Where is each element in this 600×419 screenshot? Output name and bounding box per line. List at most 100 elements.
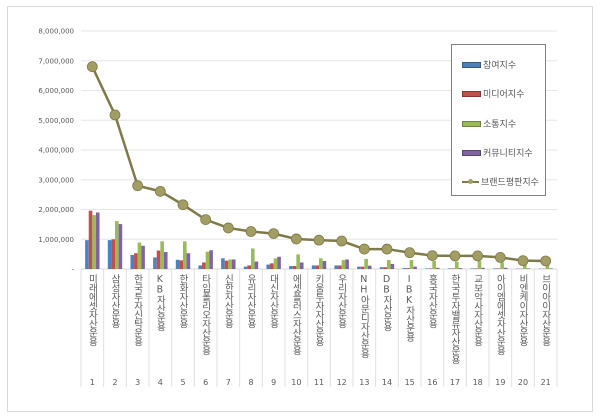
legend-label: 브랜드평판지수	[481, 178, 539, 188]
brand-point-18	[472, 250, 484, 262]
bar-3-4	[160, 241, 164, 269]
category-label: 한국투자신탁운용	[131, 274, 143, 346]
legend-item-communication: 소통지수	[462, 117, 516, 130]
category-label: 흥국자산운용	[426, 274, 438, 328]
brand-point-21	[540, 255, 552, 267]
brand-point-4	[154, 185, 166, 197]
brand-point-10	[290, 233, 302, 245]
brand-point-12	[336, 235, 348, 247]
bar-2-13	[360, 266, 365, 269]
bar-4-19	[503, 267, 508, 269]
bar-4-8	[254, 261, 259, 269]
bar-3-13	[364, 258, 368, 269]
bar-4-16	[435, 267, 440, 269]
bar-1-12	[334, 265, 339, 269]
bar-3-5	[183, 241, 187, 269]
category-number: 6	[203, 378, 208, 387]
bar-4-20	[526, 268, 531, 269]
bar-3-1	[92, 215, 96, 269]
bar-1-14	[379, 267, 384, 269]
y-tick-label: 7,000,000	[38, 57, 74, 65]
category-number: 10	[291, 378, 301, 387]
category-number: 20	[518, 378, 528, 387]
category-label: DB자산운용	[381, 274, 392, 331]
legend-swatch-green	[462, 120, 481, 127]
brand-point-1	[86, 61, 98, 73]
bar-2-4	[156, 250, 161, 269]
category-number: 13	[359, 378, 369, 387]
bar-3-19	[500, 262, 504, 269]
legend-item-brand-reputation: 브랜드평판지수	[462, 175, 539, 188]
legend-swatch-purple	[462, 149, 481, 156]
legend-label: 참여지수	[483, 61, 517, 71]
brand-point-14	[381, 243, 393, 255]
category-number: 19	[495, 378, 505, 387]
category-label: 삼성자산운용	[109, 274, 120, 328]
bar-2-10	[292, 266, 297, 269]
bar-1-4	[153, 257, 157, 269]
bar-4-15	[413, 266, 417, 269]
bar-1-17	[447, 268, 452, 269]
bar-4-18	[481, 267, 485, 269]
category-number: 17	[450, 378, 460, 387]
category-number: 3	[135, 378, 140, 387]
category-number: 1	[90, 378, 95, 387]
brand-point-16	[426, 250, 438, 262]
category-label: 한국투자밸류자산운용	[449, 274, 460, 364]
category-label: 대신자산운용	[267, 274, 279, 328]
bar-2-3	[134, 253, 138, 269]
bar-4-12	[345, 259, 349, 269]
category-number: 18	[473, 378, 483, 387]
category-number: 11	[314, 378, 324, 387]
legend-item-participation: 참여지수	[462, 58, 516, 71]
brand-point-3	[132, 180, 144, 192]
legend-swatch-blue	[462, 61, 481, 68]
category-number: 5	[180, 378, 185, 387]
y-tick-label: 4,000,000	[38, 147, 74, 155]
brand-point-13	[358, 243, 370, 255]
category-label: 키움투자자산운용	[313, 274, 324, 346]
brand-point-5	[177, 199, 189, 211]
bar-1-9	[266, 264, 271, 269]
category-label: IBK자산운용	[403, 274, 415, 342]
category-number: 8	[248, 378, 253, 387]
category-label: 비엔케이자산운용	[517, 274, 528, 346]
bar-3-3	[137, 242, 142, 269]
category-number: 21	[541, 378, 551, 387]
category-label: 우리자산운용	[335, 274, 347, 328]
bar-1-7	[221, 258, 225, 269]
bar-4-17	[458, 268, 463, 269]
y-tick-label: 3,000,000	[38, 176, 74, 184]
bar-2-6	[202, 262, 206, 269]
legend-swatch-red	[462, 90, 481, 97]
bar-1-11	[311, 265, 316, 269]
bar-2-5	[179, 260, 183, 269]
bar-1-8	[243, 266, 248, 269]
bar-1-5	[175, 259, 180, 269]
legend-item-media: 미디어지수	[462, 87, 524, 100]
y-tick-label: -	[71, 266, 74, 274]
y-tick-label: 2,000,000	[38, 206, 74, 214]
bar-3-7	[228, 259, 232, 269]
bar-3-17	[455, 261, 459, 269]
bar-1-15	[402, 268, 407, 269]
bar-1-6	[198, 265, 203, 269]
bar-3-10	[296, 254, 300, 269]
category-number: 16	[427, 378, 437, 387]
brand-point-8	[245, 226, 257, 237]
category-label: 교보악사자산운용	[471, 274, 483, 346]
bar-2-1	[88, 210, 93, 269]
bar-2-18	[474, 268, 478, 269]
category-number: 4	[158, 378, 163, 387]
brand-point-2	[109, 109, 121, 121]
bar-3-2	[115, 221, 119, 269]
bar-4-14	[390, 263, 395, 269]
bar-3-20	[523, 263, 527, 269]
legend: 참여지수 미디어지수 소통지수 커뮤니티지수 브랜드평판지수	[451, 44, 546, 196]
brand-point-17	[449, 250, 461, 262]
brand-point-6	[200, 214, 212, 226]
category-label: 브이아이자산운용	[539, 274, 551, 346]
category-number: 15	[405, 378, 415, 387]
bar-4-6	[209, 250, 213, 269]
bar-3-11	[319, 258, 323, 269]
